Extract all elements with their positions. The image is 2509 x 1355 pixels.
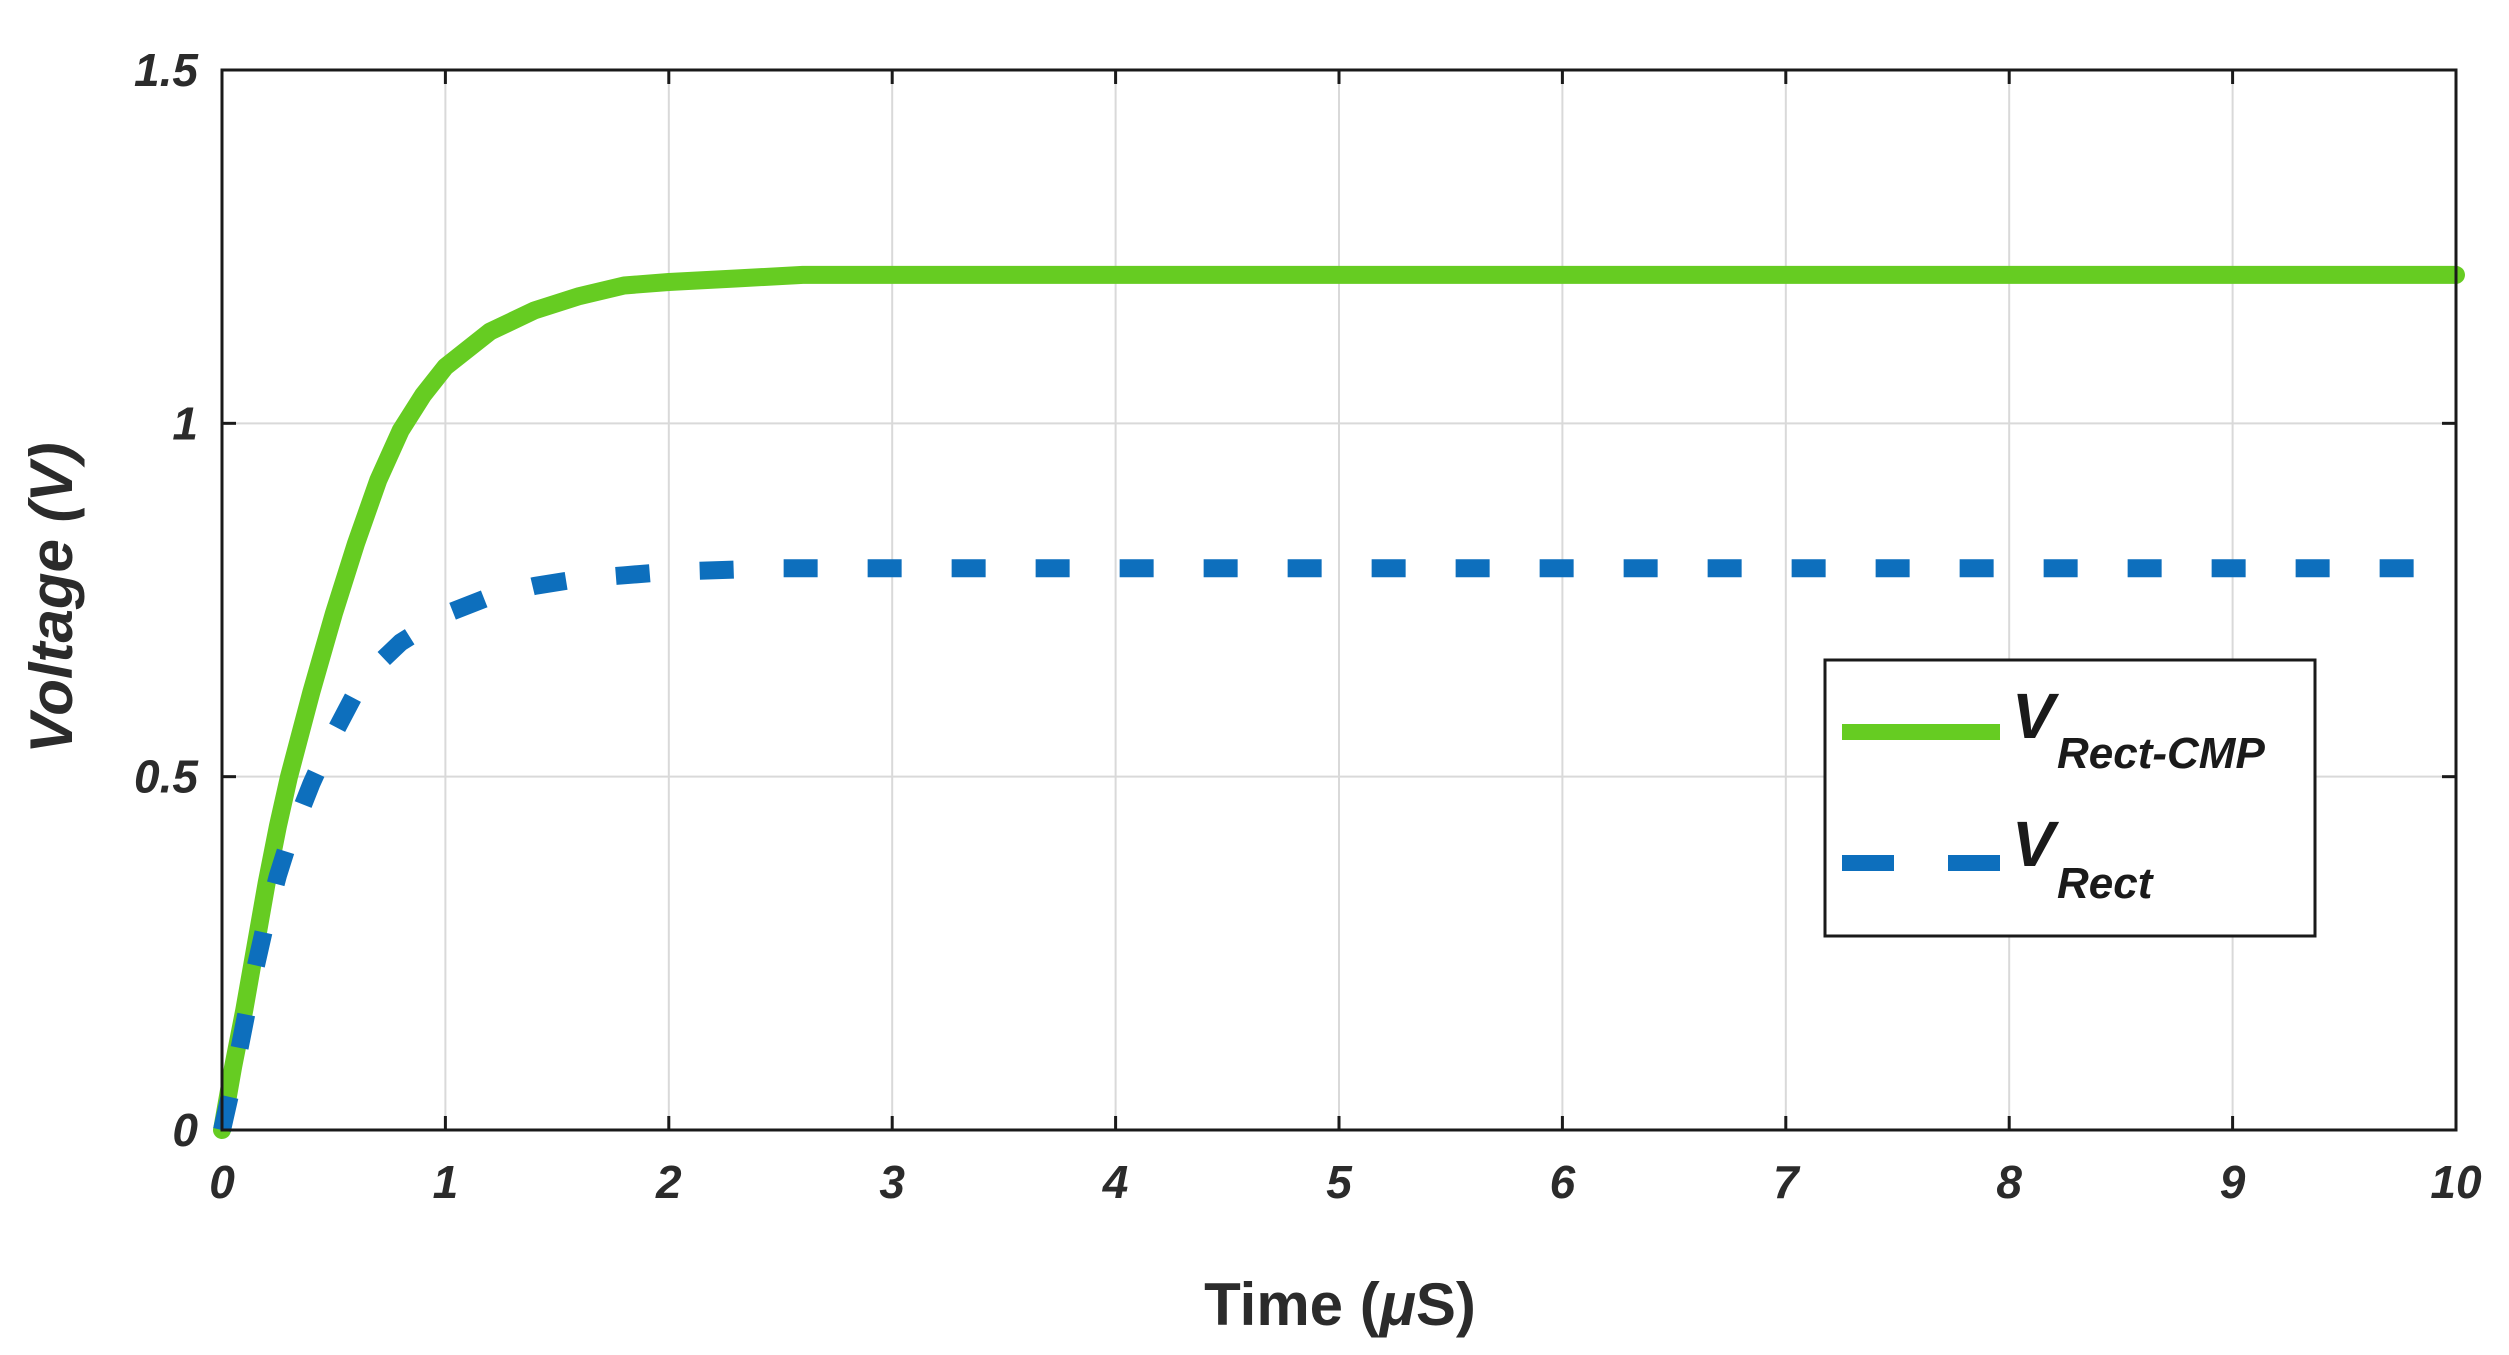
series-line-v-rect-cmp bbox=[213, 265, 2465, 1139]
legend: V Rect-CMP V Rect bbox=[1823, 658, 2317, 938]
y-tick-label: 0.5 bbox=[134, 751, 199, 803]
x-tick-label: 5 bbox=[1326, 1156, 1353, 1208]
x-tick-label: 0 bbox=[209, 1156, 235, 1208]
y-tick-label: 0 bbox=[172, 1104, 198, 1156]
tick-labels: 0 1 2 3 4 5 6 7 8 9 10 0 0.5 1 1.5 bbox=[134, 44, 2482, 1208]
x-axis-label: Time (μS) bbox=[1204, 1271, 1476, 1338]
legend-label-rect-cmp-sub: Rect-CMP bbox=[2057, 729, 2265, 778]
y-axis-label: Voltage (V) bbox=[18, 442, 85, 753]
x-tick-label: 1 bbox=[433, 1156, 459, 1208]
x-tick-label: 4 bbox=[1102, 1156, 1129, 1208]
x-tick-label: 10 bbox=[2430, 1156, 2482, 1208]
y-tick-label: 1.5 bbox=[134, 44, 199, 96]
legend-box bbox=[1823, 658, 2317, 938]
x-tick-label: 8 bbox=[1996, 1156, 2022, 1208]
series-line-v-rect bbox=[213, 559, 2456, 1132]
tick-marks bbox=[220, 68, 2458, 1132]
y-tick-label: 1 bbox=[172, 397, 198, 449]
x-tick-label: 2 bbox=[655, 1156, 682, 1208]
series-layer bbox=[213, 265, 2465, 1139]
x-tick-label: 3 bbox=[879, 1156, 905, 1208]
legend-label-rect-sub: Rect bbox=[2057, 859, 2155, 908]
x-tick-label: 7 bbox=[1773, 1156, 1801, 1208]
legend-label-rect-main: V bbox=[2012, 808, 2060, 880]
legend-label-rect-cmp-main: V bbox=[2012, 680, 2060, 752]
x-tick-label: 9 bbox=[2220, 1156, 2246, 1208]
x-tick-label: 6 bbox=[1550, 1156, 1576, 1208]
